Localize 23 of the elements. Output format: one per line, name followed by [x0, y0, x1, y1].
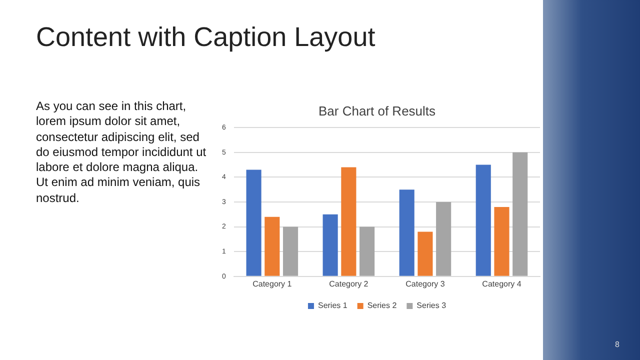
bar — [341, 167, 356, 276]
chart-title: Bar Chart of Results — [318, 103, 436, 118]
x-tick-label: Category 1 — [252, 279, 292, 288]
bar — [264, 216, 280, 276]
x-tick-label: Category 3 — [406, 279, 446, 288]
bar — [436, 202, 452, 276]
legend-label: Series 1 — [318, 301, 348, 310]
bar — [512, 152, 528, 276]
x-tick-label: Category 4 — [482, 279, 522, 288]
text: Content with Caption Layout — [36, 22, 376, 53]
bar — [494, 206, 510, 276]
bar — [322, 214, 338, 276]
bar — [418, 232, 433, 276]
text: As you can see in this chart, lorem ipsum dolor sit amet, consectetur adipiscing elit, sed do eiusmod tempor incididunt ut labore et dolore magna aliqua. Ut enim ad minim veniam, quis nostrud. — [36, 99, 208, 206]
bar — [476, 164, 491, 276]
bar — [360, 226, 375, 276]
legend-label: Series 3 — [416, 301, 447, 310]
bar — [399, 190, 414, 276]
x-tick-label: Category 2 — [329, 279, 369, 288]
bar — [282, 226, 298, 276]
bar — [246, 170, 262, 276]
text: 8 — [615, 340, 620, 349]
legend-label: Series 2 — [367, 301, 398, 310]
